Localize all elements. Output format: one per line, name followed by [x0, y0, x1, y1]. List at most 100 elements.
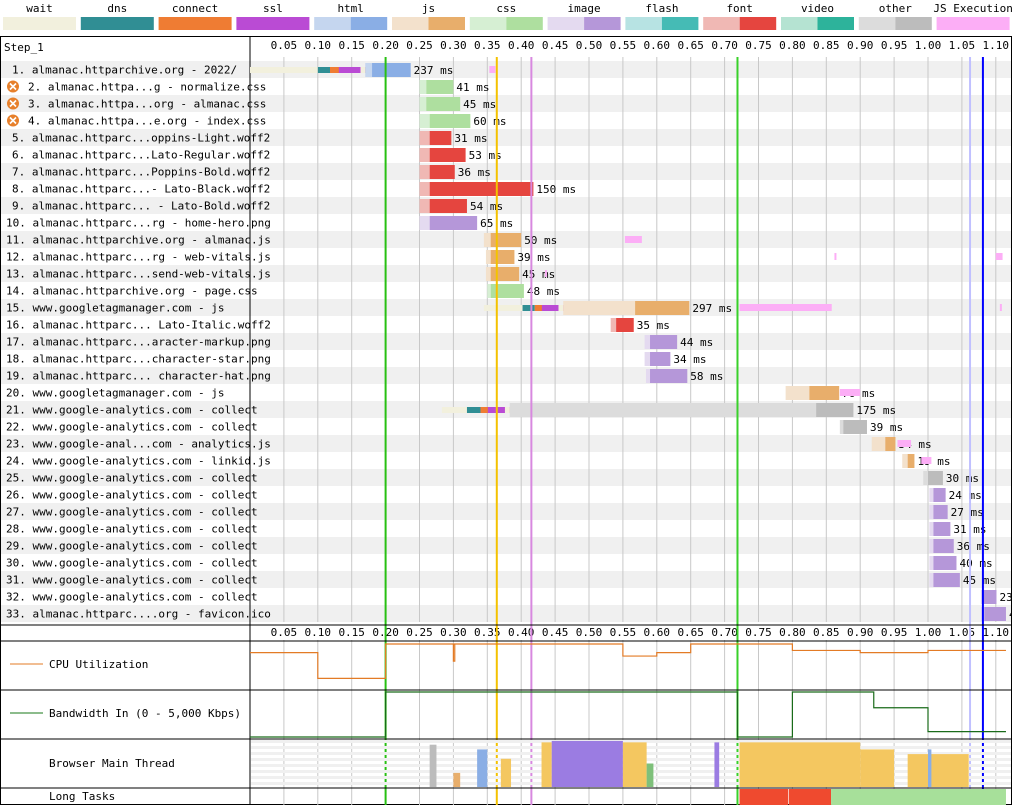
- duration-label: 30 ms: [946, 472, 979, 485]
- request-label[interactable]: 19. almanac.httparc... character-hat.png: [6, 370, 271, 383]
- request-label[interactable]: 6. almanac.httparc...Lato-Regular.woff2: [12, 149, 270, 162]
- request-row-6[interactable]: 53 ms: [419, 148, 502, 162]
- bar-ttfb: [610, 318, 617, 332]
- request-row-12[interactable]: 39 ms: [485, 250, 551, 264]
- request-label[interactable]: 26. www.google-analytics.com - collect: [6, 489, 258, 502]
- request-label[interactable]: 24. www.google-analytics.com - linkid.js: [6, 455, 271, 468]
- legend-swatch: [936, 17, 1010, 30]
- request-row-21[interactable]: 175 ms: [441, 403, 896, 417]
- bar-ttfb: [902, 454, 908, 468]
- request-label[interactable]: 7. almanac.httparc...Poppins-Bold.woff2: [12, 166, 270, 179]
- request-row-3[interactable]: 45 ms: [419, 97, 497, 111]
- request-row-20[interactable]: 76 ms: [785, 386, 876, 400]
- request-label[interactable]: 33. almanac.httparc....org - favicon.ico: [6, 608, 271, 621]
- request-label-text: 19. almanac.httparc... character-hat.png: [6, 370, 271, 383]
- request-label[interactable]: 13. almanac.httparc...send-web-vitals.js: [6, 268, 271, 281]
- tick-label-bottom: 0.35: [474, 626, 501, 639]
- request-row-30[interactable]: 40 ms: [929, 556, 993, 570]
- request-label[interactable]: 11. almanac.httparchive.org - almanac.js: [6, 234, 271, 247]
- request-label[interactable]: 4. almanac.httpa...e.org - index.css: [7, 114, 266, 128]
- request-label[interactable]: 16. almanac.httparc... Lato-Italic.woff2: [6, 319, 271, 332]
- request-row-23[interactable]: 34 ms: [871, 437, 932, 451]
- request-label[interactable]: 30. www.google-analytics.com - collect: [6, 557, 258, 570]
- tick-label-bottom: 0.65: [677, 626, 704, 639]
- bar-wait: [483, 305, 523, 311]
- request-row-4[interactable]: 60 ms: [419, 114, 507, 128]
- duration-label: 237 ms: [414, 64, 454, 77]
- request-label[interactable]: 8. almanac.httparc...- Lato-Black.woff2: [12, 183, 270, 196]
- legend-label: video: [801, 2, 834, 15]
- request-label[interactable]: 21. www.google-analytics.com - collect: [6, 404, 258, 417]
- tick-label-bottom: 0.80: [779, 626, 806, 639]
- duration-label: 53 ms: [469, 149, 502, 162]
- request-row-9[interactable]: 54 ms: [419, 199, 504, 213]
- request-label[interactable]: 3. almanac.httpa...org - almanac.css: [7, 97, 266, 111]
- request-label[interactable]: 10. almanac.httparc...rg - home-hero.png: [6, 217, 271, 230]
- tick-label-bottom: 0.45: [542, 626, 569, 639]
- request-label[interactable]: 29. www.google-analytics.com - collect: [6, 540, 258, 553]
- request-label[interactable]: 27. www.google-analytics.com - collect: [6, 506, 258, 519]
- request-row-22[interactable]: 39 ms: [839, 420, 903, 434]
- request-label[interactable]: 23. www.google-anal...com - analytics.js: [6, 438, 271, 451]
- bar-ttfb: [644, 352, 651, 366]
- request-label[interactable]: 32. www.google-analytics.com - collect: [6, 591, 258, 604]
- request-row-31[interactable]: 45 ms: [929, 573, 996, 587]
- request-row-2[interactable]: 41 ms: [419, 80, 490, 94]
- request-row-18[interactable]: 34 ms: [644, 352, 707, 366]
- tick-label-top: 0.80: [779, 39, 806, 52]
- request-row-32[interactable]: 23 ms: [980, 590, 1012, 604]
- request-label[interactable]: 14. almanac.httparchive.org - page.css: [6, 285, 258, 298]
- request-row-8[interactable]: 150 ms: [419, 182, 577, 196]
- duration-label: 58 ms: [690, 370, 723, 383]
- request-row-14[interactable]: 48 ms: [487, 284, 560, 298]
- cpu-utilization-line: [250, 643, 1006, 680]
- request-row-5[interactable]: 31 ms: [419, 131, 488, 145]
- request-label[interactable]: 9. almanac.httparc... - Lato-Bold.woff2: [12, 200, 270, 213]
- duration-label: 31 ms: [454, 132, 487, 145]
- bar-download: [650, 335, 678, 349]
- request-row-7[interactable]: 36 ms: [419, 165, 491, 179]
- request-label[interactable]: 20. www.googletagmanager.com - js: [6, 387, 225, 400]
- legend-swatch-light: [392, 17, 429, 30]
- request-label[interactable]: 17. almanac.httparc...aracter-markup.png: [6, 336, 271, 349]
- legend-item-connect: connect: [158, 2, 232, 30]
- bar-download: [816, 403, 854, 417]
- bar-ttfb: [929, 573, 934, 587]
- request-row-11[interactable]: 50 ms: [483, 233, 557, 247]
- legend-label: other: [879, 2, 912, 15]
- request-label[interactable]: 28. www.google-analytics.com - collect: [6, 523, 258, 536]
- request-label[interactable]: 2. almanac.httpa...g - normalize.css: [7, 80, 266, 94]
- bar-ttfb: [871, 437, 886, 451]
- duration-label: 297 ms: [692, 302, 732, 315]
- request-row-10[interactable]: 65 ms: [419, 216, 514, 230]
- bar-ssl: [541, 305, 564, 311]
- tick-label-bottom: 0.50: [576, 626, 603, 639]
- request-label[interactable]: 25. www.google-analytics.com - collect: [6, 472, 258, 485]
- request-row-27[interactable]: 27 ms: [929, 505, 984, 519]
- tick-label-bottom: 0.55: [610, 626, 637, 639]
- duration-label: 36 ms: [458, 166, 491, 179]
- bar-ttfb: [929, 505, 934, 519]
- request-label-text: 23. www.google-anal...com - analytics.js: [6, 438, 271, 451]
- legend-label: connect: [172, 2, 218, 15]
- request-label[interactable]: 15. www.googletagmanager.com - js: [6, 302, 225, 315]
- request-label-text: 14. almanac.httparchive.org - page.css: [6, 285, 258, 298]
- bar-ttfb: [644, 335, 651, 349]
- request-label[interactable]: 31. www.google-analytics.com - collect: [6, 574, 258, 587]
- request-row-19[interactable]: 58 ms: [645, 369, 723, 383]
- duration-label: 35 ms: [637, 319, 670, 332]
- request-label[interactable]: 1. almanac.httparchive.org - 2022/: [12, 64, 237, 77]
- duration-label: 50 ms: [524, 234, 557, 247]
- request-label[interactable]: 18. almanac.httparc...character-star.png: [6, 353, 271, 366]
- request-row-1[interactable]: 237 ms: [250, 63, 453, 77]
- request-row-16[interactable]: 35 ms: [610, 318, 670, 332]
- request-label[interactable]: 12. almanac.httparc...rg - web-vitals.js: [6, 251, 271, 264]
- request-row-17[interactable]: 44 ms: [644, 335, 714, 349]
- request-row-28[interactable]: 31 ms: [929, 522, 986, 536]
- main-thread-activity: [739, 742, 861, 787]
- request-row-15[interactable]: 297 ms: [483, 301, 732, 315]
- request-row-26[interactable]: 24 ms: [929, 488, 982, 502]
- request-row-29[interactable]: 36 ms: [929, 539, 990, 553]
- request-label[interactable]: 5. almanac.httparc...oppins-Light.woff2: [12, 132, 270, 145]
- request-label[interactable]: 22. www.google-analytics.com - collect: [6, 421, 258, 434]
